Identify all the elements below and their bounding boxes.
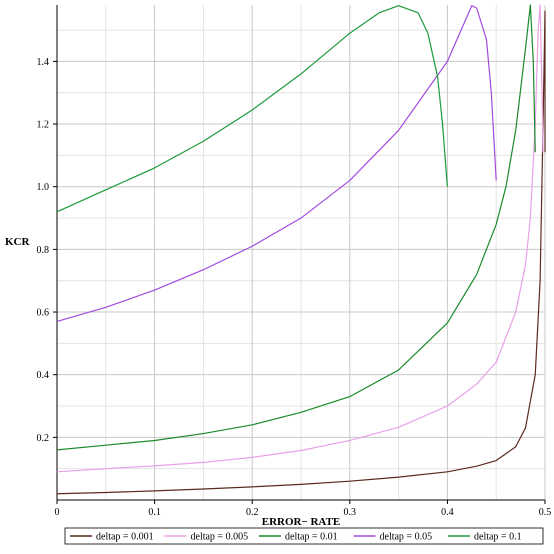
legend-entry: deltap = 0.05 xyxy=(380,532,433,543)
legend-box xyxy=(64,527,544,545)
y-tick-label: 0.2 xyxy=(37,433,50,444)
y-tick-label: 1.0 xyxy=(37,182,50,193)
series-line-2 xyxy=(56,4,544,473)
x-axis-label: ERROR− RATE xyxy=(262,516,341,528)
y-tick-label: 1.4 xyxy=(37,57,50,68)
x-tick-label: 0.4 xyxy=(441,507,454,518)
series-line-4 xyxy=(56,5,497,322)
y-tick-label: 0.8 xyxy=(37,245,50,256)
x-tick-label: 0.5 xyxy=(539,507,552,518)
legend-entry: deltap = 0.005 xyxy=(191,532,249,543)
y-tick-label: 1.2 xyxy=(37,120,50,131)
x-tick-label: 0.2 xyxy=(246,507,259,518)
axes xyxy=(56,5,545,501)
series-line-5 xyxy=(56,5,448,213)
legend-entry: deltap = 0.001 xyxy=(96,532,154,543)
x-ticks: 0 0.1 0.2 0.3 0.4 0.5 xyxy=(55,500,552,518)
legend-entry: deltap = 0.01 xyxy=(285,532,338,543)
x-tick-label: 0.1 xyxy=(148,507,161,518)
series-lines xyxy=(56,4,546,495)
y-tick-label: 0.4 xyxy=(37,370,50,381)
series-line-1 xyxy=(56,10,546,495)
legend: deltap = 0.001 deltap = 0.005 deltap = 0.0… xyxy=(64,527,544,545)
x-tick-label: 0 xyxy=(55,507,60,518)
y-tick-label: 0.6 xyxy=(37,308,50,319)
x-tick-label: 0.3 xyxy=(344,507,357,518)
y-ticks: 0.2 0.4 0.6 0.8 1.0 1.2 1.4 xyxy=(37,57,57,444)
y-axis-label: KCR xyxy=(5,236,31,248)
legend-entry: deltap = 0.1 xyxy=(474,532,522,543)
grid xyxy=(56,5,546,500)
series-line-3 xyxy=(56,4,536,451)
